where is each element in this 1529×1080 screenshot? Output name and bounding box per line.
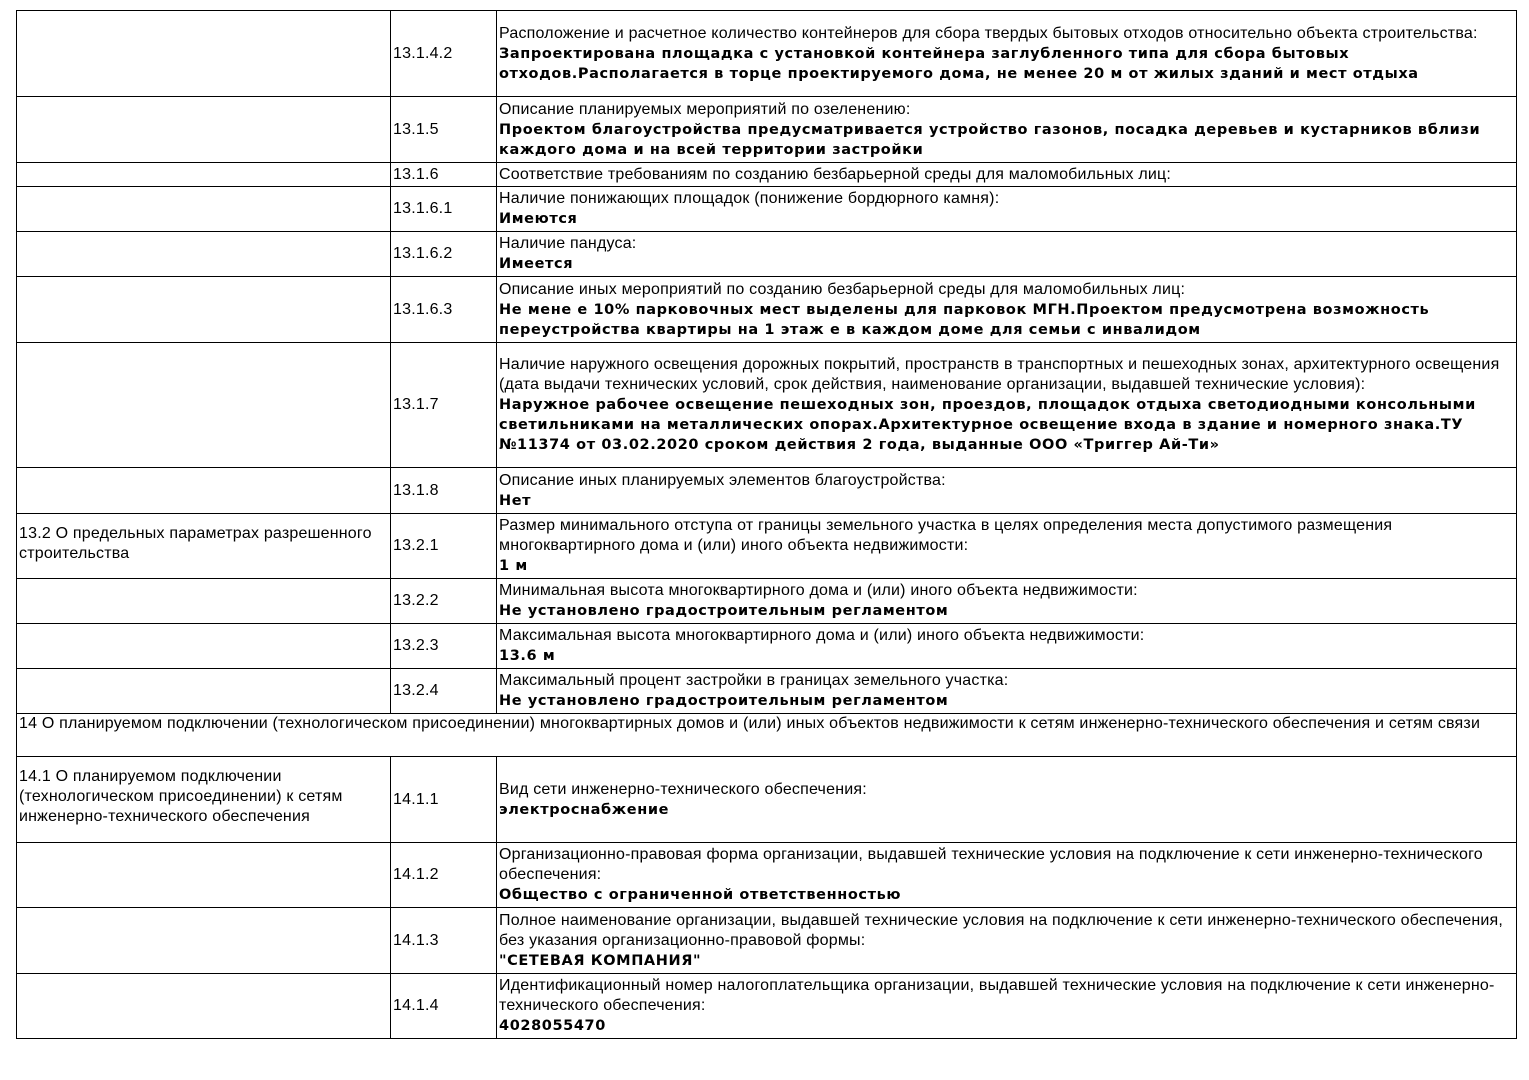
section-cell [16, 623, 391, 669]
field-value: Не установлено градостроительным регламе… [499, 693, 949, 709]
field-value: 13.6 м [499, 648, 556, 664]
table-row: 14.1.2 Организационно-правовая форма орг… [16, 842, 1517, 908]
section-cell [16, 276, 391, 343]
field-label: Максимальная высота многоквартирного дом… [499, 627, 1145, 644]
section-cell [16, 96, 391, 163]
field-value: Запроектирована площадка с установкой ко… [499, 45, 1419, 82]
field-label: Организационно-правовая форма организаци… [499, 846, 1483, 883]
section-cell [16, 162, 391, 187]
field-label: Описание иных планируемых элементов благ… [499, 471, 946, 489]
code-cell: 13.1.7 [390, 342, 497, 468]
field-label: Вид сети инженерно-технического обеспече… [499, 780, 867, 798]
field-label: Соответствие требованиям по созданию без… [499, 165, 1172, 183]
table-row: 14.1.3 Полное наименование организации, … [16, 907, 1517, 974]
table-row: 14.1.4 Идентификационный номер налогопла… [16, 973, 1517, 1039]
section-cell [16, 973, 391, 1039]
field-label: Описание планируемых мероприятий по озел… [499, 100, 911, 118]
field-label: Идентификационный номер налогоплательщик… [499, 977, 1495, 1014]
table-row: 13.1.6 Соответствие требованиям по созда… [16, 162, 1517, 187]
table-row: 13.2 О предельных параметрах разрешенног… [16, 513, 1517, 579]
section-cell [16, 467, 391, 514]
code-cell: 13.1.4.2 [390, 10, 497, 97]
content-cell: Организационно-правовая форма организаци… [496, 842, 1517, 908]
section-cell [16, 842, 391, 908]
code-cell: 14.1.2 [390, 842, 497, 908]
content-cell: Вид сети инженерно-технического обеспече… [496, 756, 1517, 843]
content-cell: Соответствие требованиям по созданию без… [496, 162, 1517, 187]
field-label: Минимальная высота многоквартирного дома… [499, 582, 1138, 599]
content-cell: Идентификационный номер налогоплательщик… [496, 973, 1517, 1039]
content-cell: Минимальная высота многоквартирного дома… [496, 578, 1517, 624]
project-declaration-table: 13.1.4.2 Расположение и расчетное количе… [16, 10, 1517, 1039]
field-value: 1 м [499, 558, 528, 574]
field-label: Полное наименование организации, выдавше… [499, 911, 1504, 949]
section-cell [16, 342, 391, 468]
content-cell: Расположение и расчетное количество конт… [496, 10, 1517, 97]
field-label: Расположение и расчетное количество конт… [499, 24, 1478, 42]
section-cell [16, 231, 391, 277]
section-cell [16, 578, 391, 624]
field-value: Общество с ограниченной ответственностью [499, 887, 902, 903]
code-cell: 13.1.6.1 [390, 186, 497, 232]
table-row: 13.1.6.3 Описание иных мероприятий по со… [16, 276, 1517, 343]
code-cell: 13.2.4 [390, 668, 497, 714]
table-row: 14.1 О планируемом подключении (технолог… [16, 756, 1517, 843]
code-cell: 13.1.6.3 [390, 276, 497, 343]
code-cell: 14.1.3 [390, 907, 497, 974]
code-cell: 14.1.4 [390, 973, 497, 1039]
table-row: 13.1.5 Описание планируемых мероприятий … [16, 96, 1517, 163]
field-label: Размер минимального отступа от границы з… [499, 517, 1393, 554]
code-cell: 13.1.6 [390, 162, 497, 187]
table-row: 13.1.8 Описание иных планируемых элемент… [16, 467, 1517, 514]
field-label: Максимальный процент застройки в граница… [499, 672, 1009, 689]
code-cell: 13.1.8 [390, 467, 497, 514]
field-value: Не установлено градостроительным регламе… [499, 603, 949, 619]
section-cell: 13.2 О предельных параметрах разрешенног… [16, 513, 391, 579]
code-cell: 13.2.2 [390, 578, 497, 624]
field-value: 4028055470 [499, 1018, 606, 1034]
section-cell: 14.1 О планируемом подключении (технолог… [16, 756, 391, 843]
field-value: Имеются [499, 211, 578, 227]
field-label: Наличие понижающих площадок (понижение б… [499, 190, 1000, 207]
content-cell: Описание иных планируемых элементов благ… [496, 467, 1517, 514]
field-value: Наружное рабочее освещение пешеходных зо… [499, 397, 1476, 453]
table-row: 13.2.4 Максимальный процент застройки в … [16, 668, 1517, 714]
table-row: 13.1.6.1 Наличие понижающих площадок (по… [16, 186, 1517, 232]
field-label: Описание иных мероприятий по созданию бе… [499, 280, 1186, 298]
section-cell [16, 186, 391, 232]
field-value: Нет [499, 492, 532, 509]
content-cell: Наличие понижающих площадок (понижение б… [496, 186, 1517, 232]
field-value: электроснабжение [499, 801, 670, 818]
section-heading-row: 14 О планируемом подключении (технологич… [16, 713, 1517, 757]
field-label: Наличие наружного освещения дорожных пок… [499, 356, 1500, 393]
content-cell: Описание планируемых мероприятий по озел… [496, 96, 1517, 163]
field-value: "СЕТЕВАЯ КОМПАНИЯ" [499, 952, 702, 969]
table-row: 13.1.7 Наличие наружного освещения дорож… [16, 342, 1517, 468]
code-cell: 13.1.5 [390, 96, 497, 163]
content-cell: Размер минимального отступа от границы з… [496, 513, 1517, 579]
table-row: 13.2.2 Минимальная высота многоквартирно… [16, 578, 1517, 624]
section-cell [16, 668, 391, 714]
field-value: Имеется [499, 256, 574, 272]
table-row: 13.1.6.2 Наличие пандуса: Имеется [16, 231, 1517, 277]
code-cell: 14.1.1 [390, 756, 497, 843]
section-cell [16, 907, 391, 974]
content-cell: Полное наименование организации, выдавше… [496, 907, 1517, 974]
section-cell [16, 10, 391, 97]
table-row: 13.2.3 Максимальная высота многоквартирн… [16, 623, 1517, 669]
table-row: 13.1.4.2 Расположение и расчетное количе… [16, 10, 1517, 97]
content-cell: Максимальная высота многоквартирного дом… [496, 623, 1517, 669]
code-cell: 13.2.1 [390, 513, 497, 579]
content-cell: Описание иных мероприятий по созданию бе… [496, 276, 1517, 343]
content-cell: Наличие пандуса: Имеется [496, 231, 1517, 277]
code-cell: 13.2.3 [390, 623, 497, 669]
content-cell: Наличие наружного освещения дорожных пок… [496, 342, 1517, 468]
field-label: Наличие пандуса: [499, 235, 637, 252]
code-cell: 13.1.6.2 [390, 231, 497, 277]
field-value: Проектом благоустройства предусматривает… [499, 121, 1481, 158]
content-cell: Максимальный процент застройки в граница… [496, 668, 1517, 714]
section-14-heading: 14 О планируемом подключении (технологич… [16, 713, 1517, 757]
field-value: Не мене е 10% парковочных мест выделены … [499, 301, 1430, 338]
